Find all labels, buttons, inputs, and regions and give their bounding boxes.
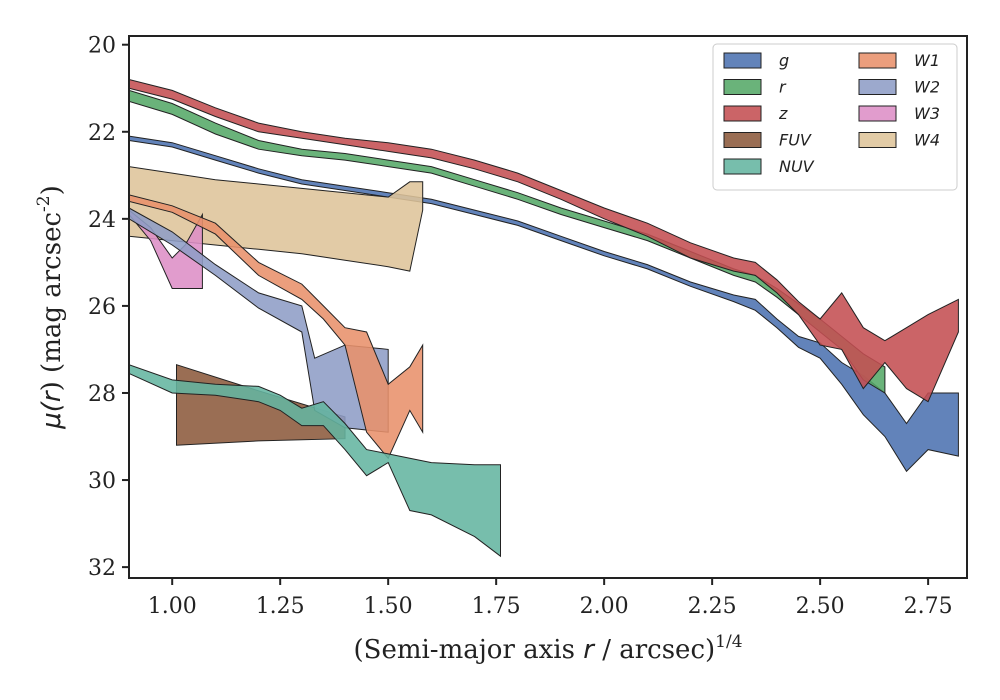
legend-swatch-w3 (858, 105, 897, 122)
y-tick-label: 26 (88, 295, 116, 320)
legend-label-z: z (778, 104, 788, 123)
legend-swatch-nuv (723, 158, 762, 175)
legend-label-w2: W2 (914, 78, 940, 97)
y-tick-label: 32 (88, 556, 116, 581)
legend-label-fuv: FUV (779, 131, 812, 150)
x-tick-label: 2.75 (904, 594, 953, 619)
legend-label-w3: W3 (914, 104, 940, 123)
legend-label-w4: W4 (914, 131, 940, 150)
legend-label-nuv: NUV (779, 157, 815, 176)
legend-swatch-z (723, 105, 762, 122)
series-band-z (129, 78, 959, 403)
legend-swatch-w2 (858, 79, 897, 95)
y-tick-label: 24 (88, 208, 116, 233)
legend-swatch-r (723, 79, 762, 95)
legend-label-r: r (779, 78, 787, 97)
x-tick-label: 2.00 (580, 594, 629, 619)
legend-label-g: g (779, 51, 789, 70)
x-axis-title: (Semi-major axis r / arcsec)1/4 (353, 632, 742, 665)
ticks-layer: 1.00 1.25 1.50 1.75 2.00 2.25 2.50 2.75 20 22 24 26… (88, 34, 953, 619)
series-band-nuv (129, 364, 501, 558)
x-tick-label: 1.25 (256, 594, 305, 619)
legend-swatch-g (723, 52, 762, 69)
series-band-w4 (129, 166, 424, 272)
y-tick-label: 30 (88, 469, 116, 494)
series-band-g (129, 135, 959, 473)
y-tick-label: 22 (88, 121, 116, 146)
x-tick-label: 2.25 (688, 594, 737, 619)
legend-label-w1: W1 (914, 51, 940, 70)
legend: grz FUV NUV W1 W2 W3 W4 (712, 43, 958, 191)
y-axis-title: μ(r) (mag arcsec-2) (34, 185, 67, 430)
y-tick-label: 20 (88, 34, 116, 59)
x-tick-label: 1.50 (364, 594, 413, 619)
series-band-w1 (129, 194, 424, 460)
legend-swatch-fuv (723, 132, 762, 148)
x-tick-label: 1.00 (148, 594, 197, 619)
x-tick-label: 2.50 (796, 594, 845, 619)
y-tick-label: 28 (88, 382, 116, 407)
x-tick-label: 1.75 (472, 594, 521, 619)
legend-swatch-w1 (858, 52, 897, 69)
series-band-r (129, 89, 886, 394)
series-layer (129, 78, 959, 558)
legend-swatch-w4 (858, 132, 897, 148)
plot-frame (128, 35, 968, 579)
